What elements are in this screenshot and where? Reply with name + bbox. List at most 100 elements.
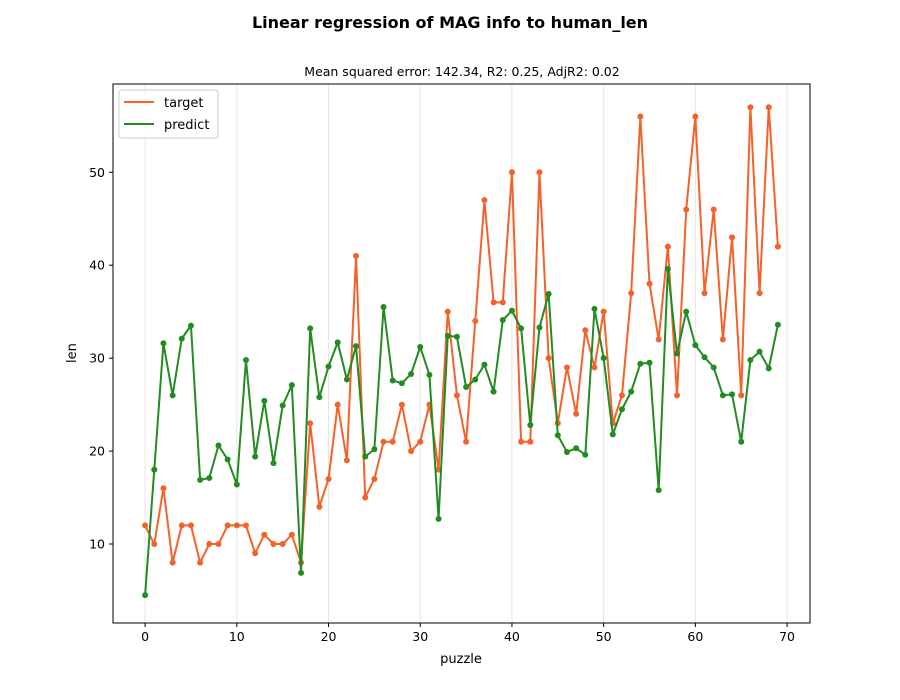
data-point-target: [270, 541, 277, 548]
data-point-predict: [444, 332, 451, 339]
data-point-predict: [151, 466, 158, 473]
data-point-target: [353, 252, 360, 259]
data-point-target: [197, 559, 204, 566]
y-tick-label: 40: [89, 258, 105, 273]
data-point-target: [307, 420, 314, 427]
data-point-target: [252, 550, 259, 557]
data-point-target: [279, 541, 286, 548]
data-point-target: [463, 438, 470, 445]
x-tick-label: 0: [141, 629, 149, 644]
y-axis-label: len: [65, 343, 80, 363]
data-point-predict: [453, 333, 460, 340]
chart-subtitle: Mean squared error: 142.34, R2: 0.25, Ad…: [304, 64, 619, 79]
y-tick-label: 20: [89, 444, 105, 459]
data-point-target: [719, 336, 726, 343]
data-point-predict: [664, 265, 671, 272]
data-point-target: [169, 559, 176, 566]
data-point-predict: [463, 383, 470, 390]
data-point-predict: [591, 305, 598, 312]
data-point-predict: [197, 476, 204, 483]
chart-title: Linear regression of MAG info to human_l…: [252, 13, 648, 32]
data-point-target: [674, 392, 681, 399]
data-point-target: [380, 438, 387, 445]
data-point-target: [683, 206, 690, 213]
x-tick-label: 10: [229, 629, 245, 644]
data-point-target: [417, 438, 424, 445]
series-layer: [142, 104, 781, 599]
data-point-target: [618, 392, 625, 399]
data-point-predict: [646, 359, 653, 366]
data-point-predict: [472, 376, 479, 383]
data-point-predict: [692, 342, 699, 349]
y-axis: 10 20 30 40 50: [89, 165, 113, 552]
data-point-predict: [738, 438, 745, 445]
data-point-target: [490, 299, 497, 306]
data-point-predict: [389, 377, 396, 384]
data-point-target: [325, 475, 332, 482]
data-point-predict: [756, 348, 763, 355]
data-point-target: [206, 541, 213, 548]
data-point-target: [233, 522, 240, 529]
data-point-predict: [417, 343, 424, 350]
data-point-predict: [426, 371, 433, 378]
data-point-predict: [279, 402, 286, 409]
data-point-target: [316, 503, 323, 510]
x-tick-label: 20: [321, 629, 337, 644]
legend: target predict: [118, 89, 219, 139]
series-target: [142, 104, 781, 566]
data-point-predict: [573, 445, 580, 452]
data-point-predict: [527, 422, 534, 429]
data-point-target: [481, 197, 488, 204]
data-point-target: [646, 280, 653, 287]
data-point-predict: [334, 339, 341, 346]
y-tick-label: 10: [89, 537, 105, 552]
data-point-predict: [307, 325, 314, 332]
data-point-predict: [554, 432, 561, 439]
data-point-predict: [142, 592, 149, 599]
data-point-target: [444, 308, 451, 315]
data-point-predict: [353, 343, 360, 350]
data-point-predict: [518, 325, 525, 332]
data-point-predict: [270, 460, 277, 467]
series-line-predict: [144, 267, 779, 596]
data-point-predict: [362, 453, 369, 460]
data-point-target: [408, 448, 415, 455]
data-point-target: [573, 410, 580, 417]
data-point-predict: [774, 321, 781, 328]
data-point-predict: [316, 394, 323, 401]
data-point-predict: [325, 363, 332, 370]
data-point-predict: [637, 360, 644, 367]
data-point-target: [242, 522, 249, 529]
data-point-target: [151, 541, 158, 548]
data-point-predict: [582, 451, 589, 458]
data-point-predict: [674, 350, 681, 357]
data-point-target: [178, 522, 185, 529]
x-axis: 0 10 20 30 40 50 60 70: [141, 623, 795, 644]
series-predict: [142, 265, 781, 599]
x-tick-label: 70: [779, 629, 795, 644]
data-point-predict: [481, 361, 488, 368]
x-tick-label: 40: [504, 629, 520, 644]
data-point-predict: [655, 487, 662, 494]
x-tick-label: 50: [596, 629, 612, 644]
data-point-predict: [490, 388, 497, 395]
data-point-target: [160, 485, 167, 492]
data-point-target: [371, 475, 378, 482]
data-point-predict: [609, 431, 616, 438]
data-point-predict: [683, 308, 690, 315]
data-point-target: [563, 364, 570, 371]
data-point-predict: [628, 388, 635, 395]
data-point-target: [692, 113, 699, 120]
axes-frame: [112, 83, 811, 624]
data-point-target: [591, 364, 598, 371]
data-point-target: [729, 234, 736, 241]
x-tick-label: 30: [412, 629, 428, 644]
data-point-predict: [298, 569, 305, 576]
data-point-predict: [408, 370, 415, 377]
data-point-predict: [224, 456, 231, 463]
data-point-target: [334, 401, 341, 408]
data-point-target: [453, 392, 460, 399]
data-point-target: [582, 327, 589, 334]
data-point-predict: [252, 453, 259, 460]
